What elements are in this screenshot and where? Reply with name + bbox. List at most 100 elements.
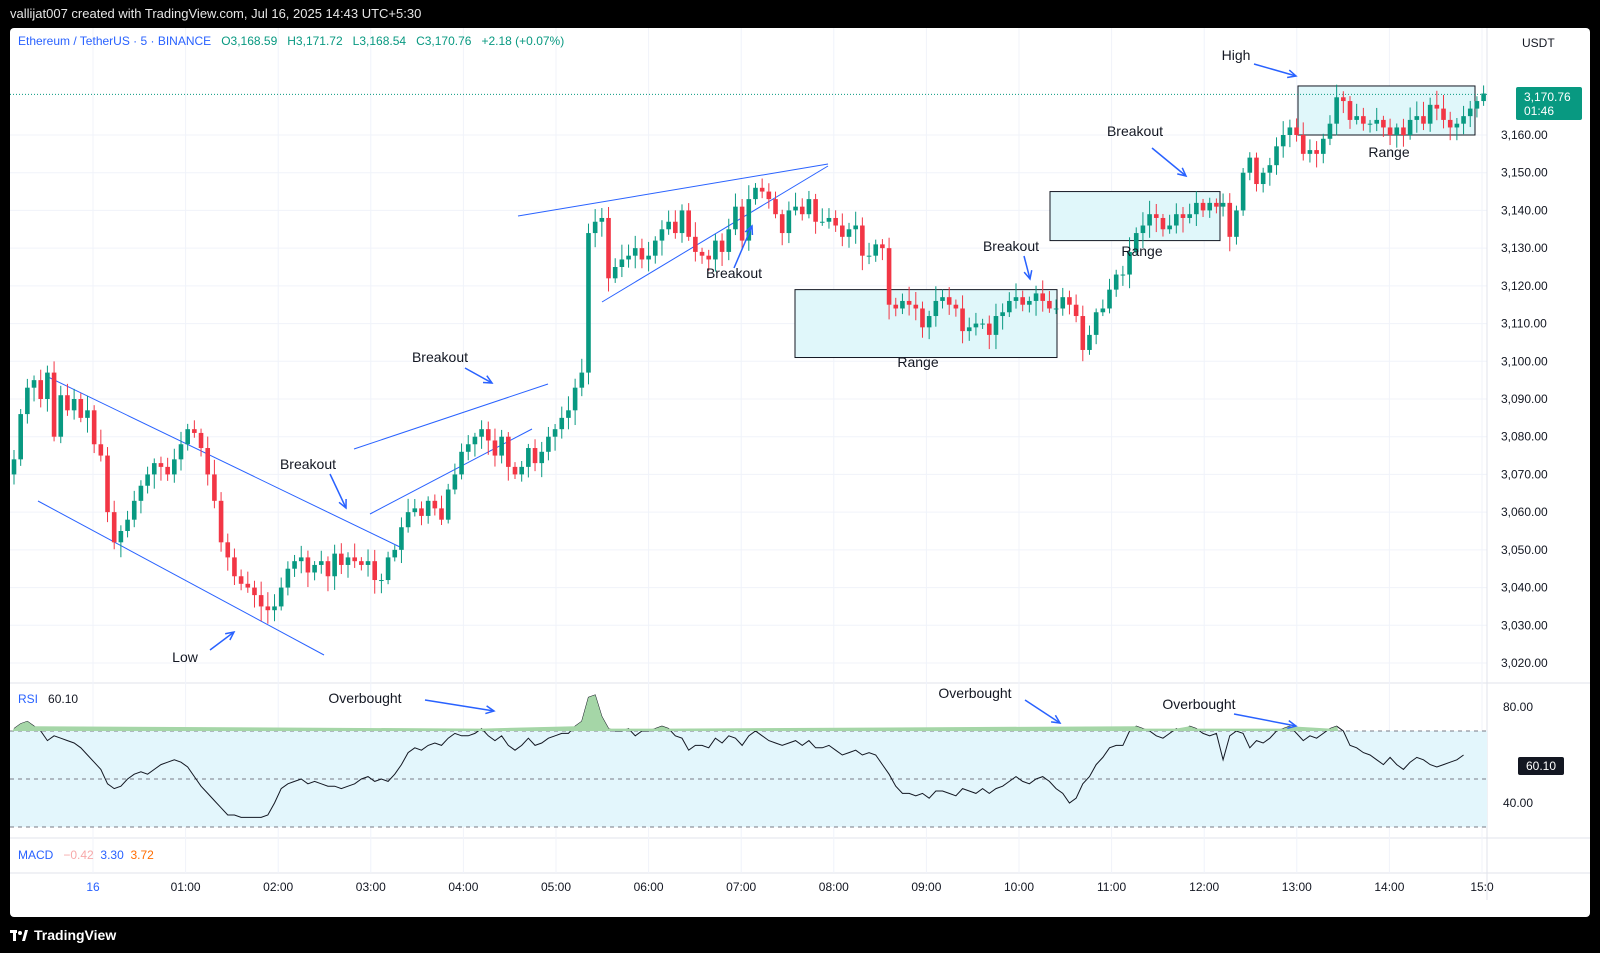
candle (1100, 299, 1106, 317)
candle (1200, 198, 1206, 217)
rsi-label: RSI (18, 692, 39, 706)
candle-body (1227, 202, 1233, 237)
candle-body (1327, 123, 1333, 139)
candle (1174, 203, 1179, 234)
candle-body (632, 248, 638, 256)
candle (860, 217, 865, 271)
candle (178, 431, 184, 471)
candle-body (1027, 300, 1032, 305)
ohlc-close: C3,170.76 (416, 34, 472, 48)
ohlc-open: O3,168.59 (221, 34, 278, 48)
annotation-label: Breakout (983, 238, 1039, 254)
annotation-arrow (464, 367, 494, 384)
candle-body (1307, 150, 1313, 154)
candle-body (1381, 119, 1386, 128)
candle-body (1040, 293, 1046, 301)
macd-value: −0.42 (63, 848, 94, 862)
currency-label[interactable]: USDT (1522, 36, 1555, 50)
candle (1107, 278, 1112, 314)
time-tick-label: 03:00 (356, 880, 386, 894)
candle (405, 498, 411, 533)
candle (419, 501, 424, 526)
candle-body (1133, 233, 1139, 252)
candle-body (532, 448, 538, 464)
candle (392, 545, 398, 562)
candle (1341, 91, 1346, 114)
price-tick-label: 3,120.00 (1501, 279, 1548, 293)
candle (318, 550, 324, 574)
candle-body (58, 395, 64, 437)
candle-body (492, 440, 498, 456)
annotation-arrow (1253, 63, 1298, 79)
trendlines (37, 163, 829, 656)
candle (1441, 95, 1446, 129)
arrow-head (744, 224, 754, 236)
candle (866, 242, 872, 265)
candle (686, 203, 691, 241)
candle-body (412, 508, 418, 513)
rsi-legend[interactable]: RSI 60.10 (18, 692, 78, 706)
candle-body (1401, 127, 1406, 135)
chart-canvas[interactable]: 3,020.00 3,030.00 3,040.00 3,050.00 3,060.00… (10, 28, 1590, 917)
price-axis: 3,020.00 3,030.00 3,040.00 3,050.00 3,060.00… (1501, 128, 1548, 670)
candle (165, 457, 170, 481)
candle-body (38, 380, 44, 399)
candle (1334, 84, 1339, 136)
candle (1180, 207, 1186, 233)
candle (1093, 308, 1099, 345)
candle (673, 210, 678, 239)
candle (1013, 283, 1019, 309)
arrow-head (1023, 270, 1033, 281)
candle-body (1300, 135, 1306, 154)
candle-body (439, 508, 444, 520)
candle (713, 234, 718, 272)
candle (172, 448, 177, 483)
candle (699, 247, 705, 264)
candle-body (913, 304, 919, 309)
candle-body (499, 436, 504, 456)
candle (606, 207, 611, 292)
trendline (353, 383, 549, 450)
candle (205, 436, 211, 486)
candle-body (592, 221, 598, 234)
rsi-overbought-fill (12, 695, 1339, 731)
candle-body (966, 327, 972, 332)
candle-body (399, 527, 404, 550)
candles (11, 84, 1486, 624)
candle (913, 292, 919, 321)
time-tick-label: 12:00 (1189, 880, 1219, 894)
candle-body (1414, 116, 1420, 120)
candle (51, 361, 57, 442)
candle-body (1160, 217, 1166, 230)
candle-body (940, 297, 945, 301)
time-tick-label: 07:00 (726, 880, 756, 894)
candle-body (452, 474, 458, 490)
candle-body (1260, 172, 1266, 185)
candle (158, 456, 164, 481)
candle (586, 223, 591, 385)
symbol-legend[interactable]: Ethereum / TetherUS · 5 · BINANCE O3,168… (18, 34, 564, 48)
candle-body (292, 561, 297, 569)
candle (1361, 107, 1366, 131)
candle-body (192, 429, 197, 433)
candle (399, 517, 404, 564)
candle (465, 435, 471, 461)
candle (1280, 121, 1286, 158)
ohlc-high: H3,171.72 (287, 34, 343, 48)
candle (1254, 152, 1259, 192)
candle-body (773, 199, 778, 215)
candle (192, 420, 197, 438)
macd-legend[interactable]: MACD −0.42 3.30 3.72 (18, 848, 154, 862)
time-tick-label: 05:00 (541, 880, 571, 894)
candle-body (405, 512, 411, 528)
candle-body (659, 229, 665, 241)
candle (485, 421, 491, 455)
candle-body (1107, 289, 1112, 309)
rsi-pane: 80.00 40.00 (10, 694, 1533, 828)
candle-body (485, 429, 491, 441)
candle-body (252, 587, 257, 596)
candle (31, 375, 37, 402)
candle-body (1153, 214, 1159, 218)
candle (739, 198, 745, 250)
candle (1087, 325, 1092, 355)
